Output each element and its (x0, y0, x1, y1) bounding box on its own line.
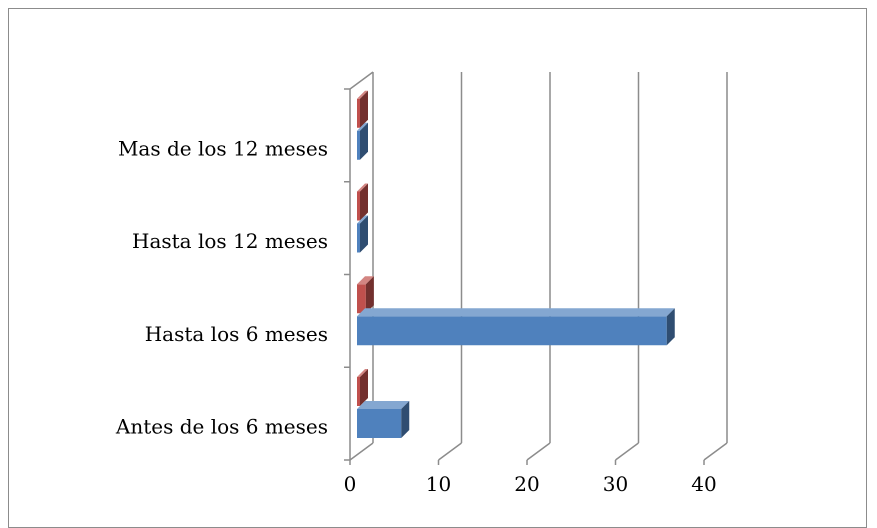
bar-end-face (401, 401, 410, 438)
floor-gridline (615, 442, 639, 461)
bar-front-face (357, 316, 667, 346)
bar (357, 215, 368, 253)
bar-top-face (357, 308, 675, 317)
bar (357, 183, 368, 221)
gridlines (349, 72, 728, 461)
category-label: Antes de los 6 meses (115, 415, 328, 439)
bar (357, 308, 675, 346)
chart-frame (8, 8, 867, 528)
bar-top-face (357, 369, 368, 377)
x-tick-label: 10 (426, 472, 451, 496)
bar-top-face (357, 215, 368, 224)
bar-front-face (357, 191, 360, 221)
bar-front-face (357, 98, 360, 128)
bar (357, 122, 368, 160)
x-tick-label: 0 (344, 472, 357, 496)
bar-front-face (357, 409, 402, 438)
bar-top-face (357, 122, 368, 131)
bar-top-face (357, 90, 368, 99)
category-label: Mas de los 12 meses (118, 136, 328, 160)
bar-end-face (666, 308, 675, 346)
bar-top-face (357, 276, 374, 285)
bar (357, 276, 374, 314)
bar-end-face (360, 369, 368, 406)
bar-front-face (357, 130, 360, 160)
x-tick-label: 30 (603, 472, 628, 496)
floor-gridline (349, 442, 374, 461)
x-tick-label: 40 (691, 472, 716, 496)
axes (344, 71, 705, 465)
bar-end-face (360, 90, 368, 128)
floor-gridline (438, 442, 462, 461)
category-label: Hasta los 6 meses (145, 322, 328, 346)
bar-top-face (357, 183, 368, 192)
bar (357, 90, 368, 128)
bar-front-face (357, 284, 366, 314)
bar-end-face (360, 122, 368, 160)
wall-top-edge (349, 71, 374, 90)
floor-gridline (526, 442, 551, 461)
bar-top-face (357, 401, 410, 409)
floor-gridline (703, 442, 728, 461)
bar (357, 401, 410, 438)
x-tick-label: 20 (514, 472, 539, 496)
bars (357, 90, 675, 438)
category-label: Hasta los 12 meses (132, 229, 328, 253)
labels: 0 10 20 30 40 Antes de los 6 meses Hasta los 6… (115, 136, 717, 496)
bar-end-face (360, 183, 368, 221)
bar (357, 369, 368, 406)
bar-end-face (360, 215, 368, 253)
bar-end-face (365, 276, 374, 314)
bar-front-face (357, 223, 360, 253)
bar-front-face (357, 377, 360, 406)
